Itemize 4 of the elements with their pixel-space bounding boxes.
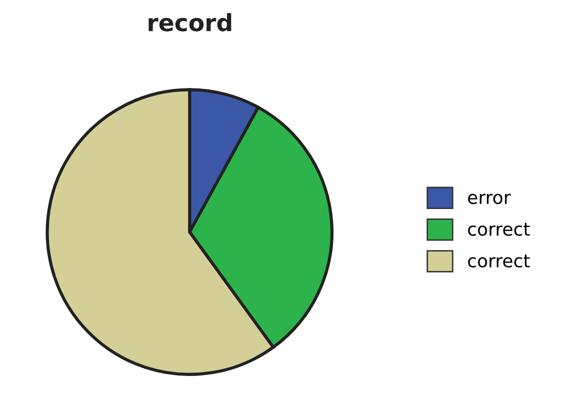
legend-label: error bbox=[468, 194, 511, 204]
legend-label: correct bbox=[468, 222, 530, 236]
chart-title: record bbox=[148, 13, 232, 32]
legend-label: correct bbox=[468, 254, 530, 268]
